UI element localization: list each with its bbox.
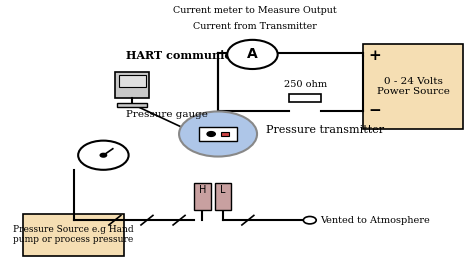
Text: HART communicator: HART communicator <box>126 50 257 61</box>
FancyBboxPatch shape <box>194 183 211 210</box>
Text: H: H <box>199 185 206 195</box>
Text: Pressure gauge: Pressure gauge <box>126 110 208 119</box>
Text: Pressure Source e.g Hand
pump or process pressure: Pressure Source e.g Hand pump or process… <box>13 225 134 244</box>
FancyBboxPatch shape <box>363 44 464 129</box>
Text: +: + <box>368 49 381 63</box>
Text: Vented to Atmosphere: Vented to Atmosphere <box>320 216 429 225</box>
Circle shape <box>207 132 215 136</box>
FancyBboxPatch shape <box>199 126 237 142</box>
Text: Pressure transmitter: Pressure transmitter <box>266 125 384 135</box>
FancyBboxPatch shape <box>115 72 149 98</box>
FancyBboxPatch shape <box>289 94 321 102</box>
Text: −: − <box>368 105 381 118</box>
FancyBboxPatch shape <box>117 103 147 107</box>
Text: Current meter to Measure Output: Current meter to Measure Output <box>173 6 337 15</box>
Text: 250 ohm: 250 ohm <box>283 80 327 90</box>
Circle shape <box>303 217 316 224</box>
FancyBboxPatch shape <box>23 214 124 256</box>
Text: Current from Transmitter: Current from Transmitter <box>193 22 317 31</box>
Text: L: L <box>220 185 226 195</box>
Text: A: A <box>247 47 258 61</box>
Circle shape <box>100 153 107 157</box>
FancyBboxPatch shape <box>215 183 231 210</box>
FancyBboxPatch shape <box>221 132 228 136</box>
Circle shape <box>227 40 278 69</box>
FancyBboxPatch shape <box>118 75 146 87</box>
Text: 0 - 24 Volts
Power Source: 0 - 24 Volts Power Source <box>376 77 449 96</box>
Circle shape <box>78 141 128 170</box>
Circle shape <box>179 111 257 157</box>
